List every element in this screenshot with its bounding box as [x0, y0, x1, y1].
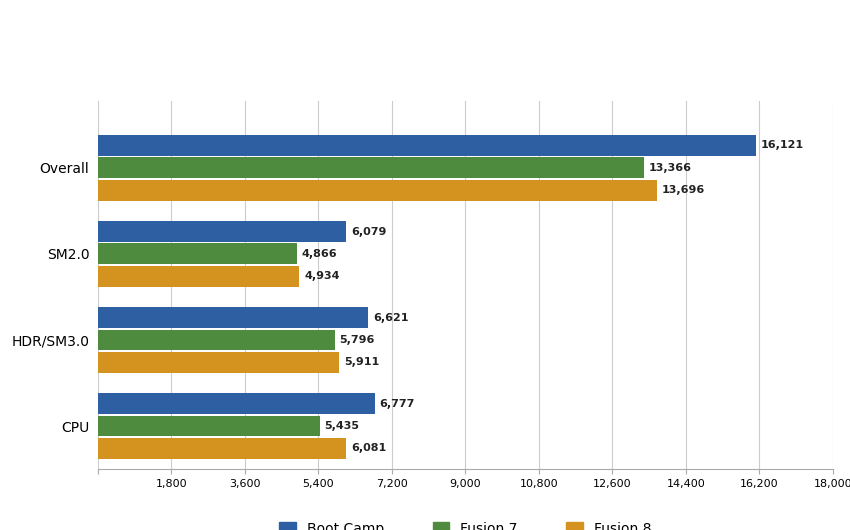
Text: VMware Fusion 8 Benchmarks: VMware Fusion 8 Benchmarks: [106, 21, 400, 39]
Text: 4,866: 4,866: [302, 249, 337, 259]
Bar: [98, 157, 643, 178]
Bar: [98, 243, 297, 264]
Text: 6,777: 6,777: [379, 399, 415, 409]
Legend: Boot Camp, Fusion 7, Fusion 8: Boot Camp, Fusion 7, Fusion 8: [274, 516, 657, 530]
Text: 5,435: 5,435: [325, 421, 360, 431]
Text: 16,121: 16,121: [761, 140, 804, 151]
Bar: [98, 438, 346, 459]
Text: 13,696: 13,696: [662, 185, 705, 195]
Text: 5,911: 5,911: [344, 357, 379, 367]
Text: 13,366: 13,366: [649, 163, 692, 173]
Text: 4,934: 4,934: [304, 271, 340, 281]
Bar: [98, 135, 756, 156]
Bar: [98, 266, 299, 287]
Bar: [98, 307, 368, 328]
Text: 3DMark06: 3DMark06: [106, 58, 206, 76]
Bar: [98, 352, 339, 373]
Text: 6,621: 6,621: [373, 313, 409, 323]
Bar: [98, 330, 335, 350]
Bar: [98, 416, 320, 436]
Bar: [98, 221, 346, 242]
Text: 6,079: 6,079: [351, 226, 387, 236]
Bar: [98, 180, 657, 201]
Bar: [98, 393, 375, 414]
Text: 6,081: 6,081: [351, 444, 386, 453]
Text: 5,796: 5,796: [339, 335, 375, 345]
